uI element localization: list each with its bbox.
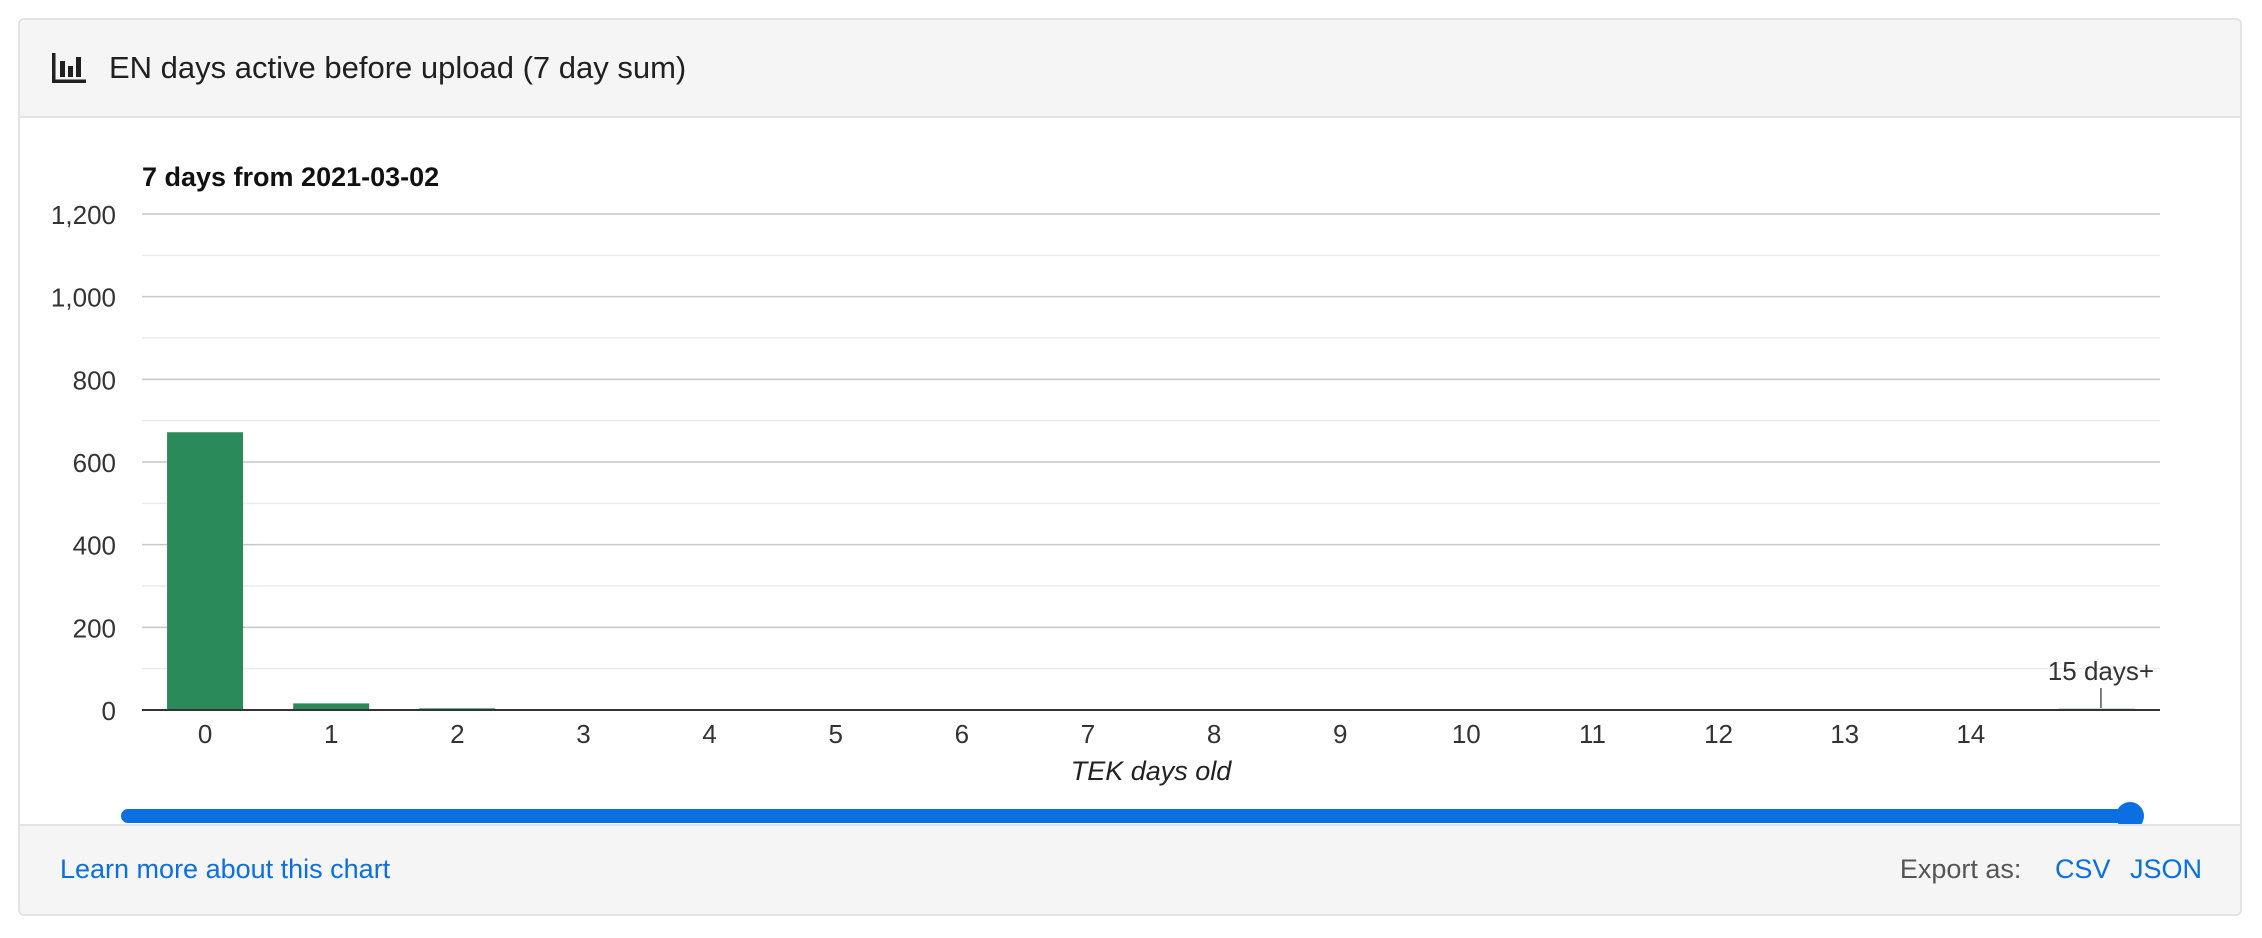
x-tick-label: 14 (1956, 719, 1985, 749)
y-tick-label: 600 (73, 448, 116, 478)
export-label: Export as: (1899, 854, 2022, 884)
x-tick-label: 4 (702, 719, 716, 749)
bar-chart: 7 days from 2021-03-02 0 200 400 600 800 1,000… (51, 162, 2160, 838)
card-footer: Learn more about this chart Export as: C… (20, 824, 2240, 914)
x-tick-label: 2 (450, 719, 464, 749)
x-tick-label: 12 (1704, 719, 1733, 749)
x-tick-label: 13 (1830, 719, 1859, 749)
chart-card: EN days active before upload (7 day sum)… (18, 18, 2242, 916)
card-title: EN days active before upload (7 day sum) (109, 50, 687, 85)
range-slider-handle[interactable] (2116, 802, 2144, 830)
bar[interactable] (293, 703, 370, 710)
x-tick-label: 11 (1579, 719, 1606, 749)
bar[interactable] (167, 432, 244, 710)
export-csv-link[interactable]: CSV (2054, 854, 2111, 884)
x-tick-label: 5 (828, 719, 842, 749)
y-tick-label: 200 (73, 613, 116, 643)
y-tick-label: 1,000 (51, 283, 116, 313)
y-tick-label: 0 (102, 696, 116, 726)
x-tick-label: 9 (1333, 719, 1347, 749)
card-header: EN days active before upload (7 day sum) (20, 20, 2240, 118)
x-tick-label: 3 (576, 719, 590, 749)
x-tick-label: 15 days+ (2048, 656, 2154, 686)
y-tick-label: 800 (73, 365, 116, 395)
x-tick-label: 0 (198, 719, 212, 749)
x-tick-label: 6 (955, 719, 969, 749)
x-tick-label: 7 (1081, 719, 1095, 749)
chart-title: 7 days from 2021-03-02 (142, 162, 439, 192)
x-tick-label: 8 (1207, 719, 1221, 749)
learn-more-link[interactable]: Learn more about this chart (60, 854, 391, 884)
y-tick-label: 400 (73, 531, 116, 561)
x-tick-label: 10 (1452, 719, 1481, 749)
bar-chart-icon (52, 53, 86, 83)
y-tick-label: 1,200 (51, 200, 116, 230)
export-options: Export as: CSV JSON (1900, 854, 2202, 885)
x-axis-label: TEK days old (1071, 756, 1233, 786)
chart-area: 7 days from 2021-03-02 0 200 400 600 800 1,000… (20, 118, 2240, 850)
x-tick-label: 1 (324, 719, 338, 749)
export-json-link[interactable]: JSON (2129, 854, 2202, 884)
